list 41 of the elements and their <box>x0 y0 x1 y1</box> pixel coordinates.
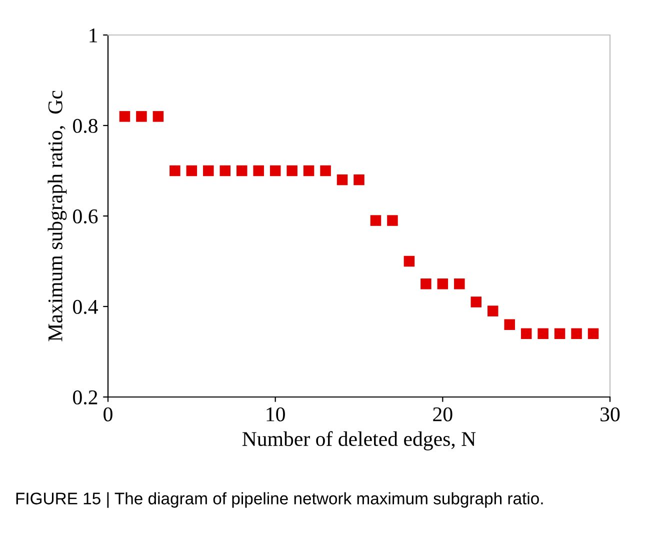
point <box>520 328 532 340</box>
point <box>320 165 331 176</box>
point <box>554 328 566 340</box>
point <box>119 111 130 122</box>
point <box>437 278 448 290</box>
point <box>370 215 382 226</box>
point <box>470 296 482 308</box>
point <box>236 165 248 176</box>
point <box>286 165 298 176</box>
point <box>303 165 314 176</box>
y-tick-label: 0.6 <box>73 209 98 224</box>
point <box>571 328 582 340</box>
x-tick-label: 10 <box>266 407 285 422</box>
caption: FIGURE 15 | The diagram of pipeline network maximum subgraph ratio. <box>16 492 543 508</box>
point <box>487 306 498 316</box>
point <box>220 165 231 176</box>
point <box>588 328 599 340</box>
point <box>420 278 432 290</box>
point <box>152 111 164 122</box>
point <box>336 174 348 186</box>
point <box>538 328 548 340</box>
y-tick-label: 0.4 <box>73 300 98 314</box>
y-tick-label: 1 <box>90 28 98 42</box>
y-axis-title: Maximum subgraph ratio, Gc <box>48 90 67 342</box>
point <box>504 319 515 330</box>
point <box>454 278 465 290</box>
point <box>186 165 198 176</box>
x-tick-label: 0 <box>104 407 112 422</box>
point <box>354 174 364 186</box>
point <box>387 215 398 226</box>
y-tick-label: 0.8 <box>73 118 98 134</box>
x-tick-label: 30 <box>600 407 620 422</box>
y-tick-label: 0.2 <box>73 390 98 405</box>
point <box>253 165 264 176</box>
point <box>203 165 214 176</box>
x-axis-title: Number of deleted edges, N <box>242 431 476 450</box>
point <box>170 165 180 176</box>
point <box>136 111 147 122</box>
point <box>270 165 281 176</box>
x-tick-label: 20 <box>433 407 452 422</box>
point <box>404 256 415 267</box>
